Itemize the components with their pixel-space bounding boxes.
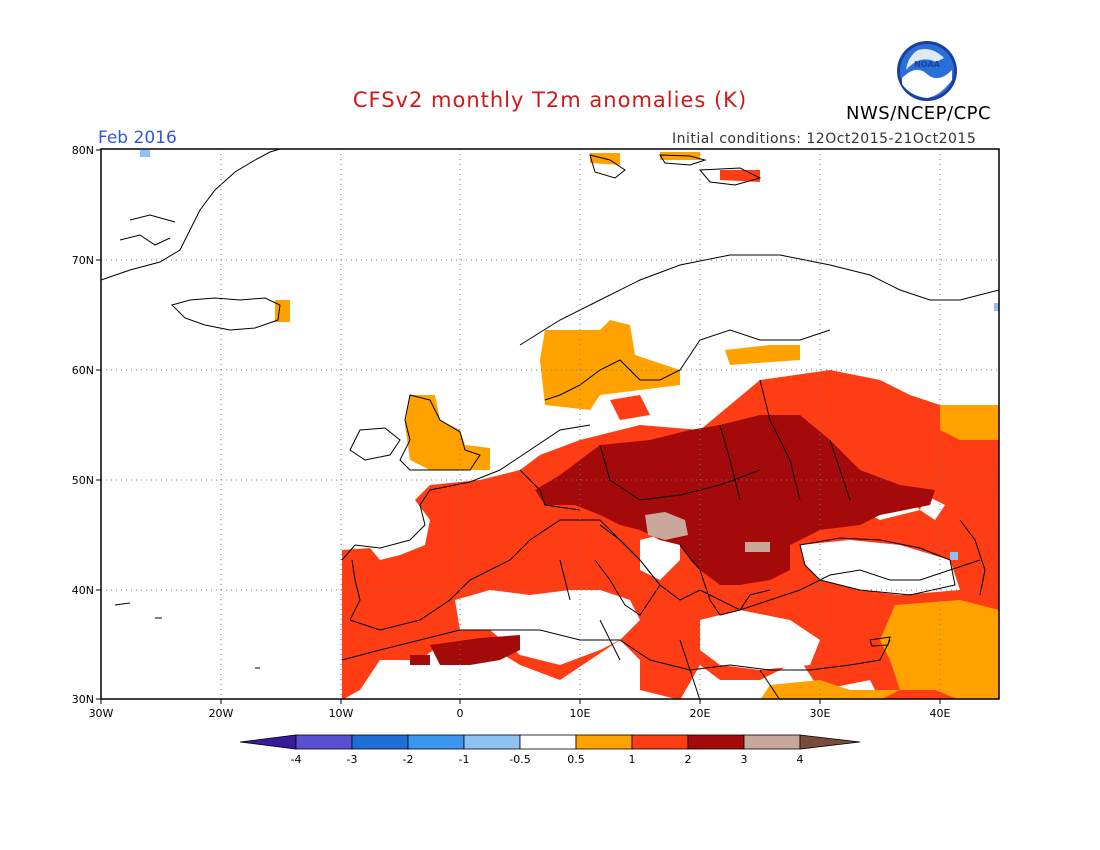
colorbar-label: 4: [797, 753, 804, 766]
colorbar-bin-neg3-neg2: [351, 734, 409, 750]
agency-label: NWS/NCEP/CPC: [846, 103, 992, 124]
lat-label-60n: 60N: [72, 364, 94, 377]
noaa-logo-icon: NOAA: [897, 41, 957, 101]
lat-label-70n: 70N: [72, 254, 94, 267]
lat-label-80n: 80N: [72, 144, 94, 157]
lon-label-20e: 20E: [690, 707, 711, 720]
colorbar-label: 2: [685, 753, 692, 766]
lat-label-30n: 30N: [72, 693, 94, 706]
colorbar-bin-neutral: [519, 734, 577, 750]
lat-label-50n: 50N: [72, 474, 94, 487]
lon-label-10w: 10W: [329, 707, 354, 720]
graticule: [101, 149, 999, 699]
valid-month: Feb 2016: [98, 128, 177, 148]
colorbar-bin-neg2-neg1: [407, 734, 465, 750]
lon-label-40e: 40E: [930, 707, 951, 720]
lon-label-0: 0: [457, 707, 464, 720]
noaa-logo-text: NOAA: [914, 60, 940, 69]
colorbar-label: -2: [403, 753, 414, 766]
colorbar-label: 0.5: [567, 753, 585, 766]
colorbar-bin-3-4: [743, 734, 801, 750]
lon-label-30e: 30E: [810, 707, 831, 720]
colorbar-bin-2-3: [687, 734, 745, 750]
lon-label-20w: 20W: [209, 707, 234, 720]
lat-label-40n: 40N: [72, 584, 94, 597]
colorbar-label: -4: [291, 753, 302, 766]
colorbar-bin-neg4-neg3: [295, 734, 353, 750]
colorbar-bin-1-2: [631, 734, 689, 750]
colorbar-label: 1: [629, 753, 636, 766]
plot-title: CFSv2 monthly T2m anomalies (K): [0, 88, 1100, 112]
colorbar-label: -1: [459, 753, 470, 766]
colorbar-bin-gt-4: [799, 734, 861, 750]
colorbar-bin-neg1-neg05: [463, 734, 521, 750]
colorbar-bin-05-1: [575, 734, 633, 750]
plot-title-text: CFSv2 monthly T2m anomalies (K): [352, 88, 748, 112]
anomaly-fill-layer: [140, 150, 999, 699]
colorbar-label: -0.5: [509, 753, 530, 766]
colorbar-bin-lt-neg4: [239, 734, 297, 750]
lon-label-30w: 30W: [89, 707, 114, 720]
lon-label-10e: 10E: [570, 707, 591, 720]
initial-conditions: Initial conditions: 12Oct2015-21Oct2015: [672, 131, 977, 147]
map-frame: [100, 148, 1000, 700]
colorbar-label: 3: [741, 753, 748, 766]
colorbar-label: -3: [347, 753, 358, 766]
colorbar: [239, 734, 861, 750]
